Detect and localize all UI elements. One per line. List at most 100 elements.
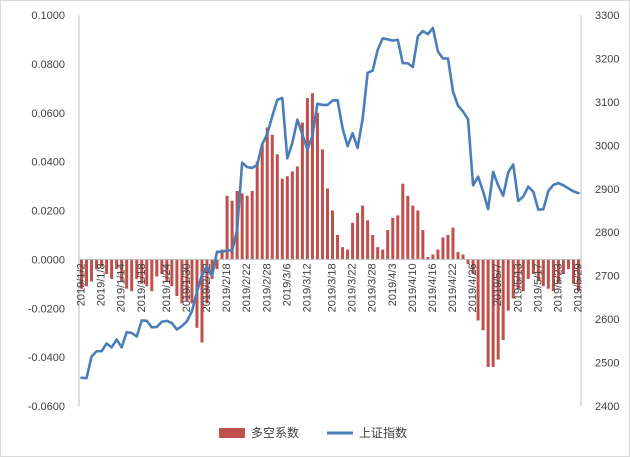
bar bbox=[240, 193, 244, 260]
x-tick-label: 2019/3/28 bbox=[367, 263, 379, 312]
x-tick-label: 2019/2/18 bbox=[221, 263, 233, 312]
bar bbox=[85, 259, 89, 287]
left-tick-label: -0.0400 bbox=[28, 352, 65, 364]
right-tick-label: 2800 bbox=[595, 227, 619, 239]
axes bbox=[78, 15, 582, 406]
bar bbox=[471, 259, 475, 275]
x-tick-label: 2019/2/28 bbox=[261, 263, 273, 312]
x-tick-label: 2019/5/17 bbox=[532, 263, 544, 312]
bar bbox=[290, 171, 294, 260]
bar bbox=[541, 259, 545, 287]
left-tick-label: 0.0000 bbox=[31, 254, 65, 266]
x-tick-label: 2019/4/3 bbox=[387, 263, 399, 306]
right-tick-label: 3100 bbox=[595, 97, 619, 109]
bar bbox=[80, 259, 84, 289]
bar bbox=[105, 259, 109, 275]
bar bbox=[320, 149, 324, 260]
bar bbox=[486, 259, 490, 367]
bar bbox=[315, 112, 319, 260]
bar bbox=[496, 259, 500, 360]
x-tick-label: 2019/1/2 bbox=[76, 263, 88, 306]
x-tick-label: 2019/5/7 bbox=[492, 263, 504, 306]
bar bbox=[521, 259, 525, 292]
x-tick-label: 2019/3/6 bbox=[281, 263, 293, 306]
bar bbox=[130, 259, 134, 292]
bar bbox=[536, 259, 540, 282]
bar bbox=[270, 134, 274, 260]
bar bbox=[446, 234, 450, 260]
left-tick-label: 0.0400 bbox=[31, 157, 65, 169]
right-tick-label: 2600 bbox=[595, 314, 619, 326]
bar bbox=[300, 122, 304, 260]
x-tick-label: 2019/4/26 bbox=[467, 263, 479, 312]
bar bbox=[506, 259, 510, 311]
bar bbox=[210, 259, 214, 279]
bar bbox=[150, 259, 154, 292]
bar bbox=[376, 247, 380, 260]
left-tick-label: 0.1000 bbox=[31, 10, 65, 22]
bar bbox=[401, 183, 405, 260]
bar bbox=[145, 259, 149, 287]
bar bbox=[185, 259, 189, 301]
bar-series bbox=[80, 93, 580, 367]
bar bbox=[416, 210, 420, 260]
bar bbox=[205, 259, 209, 304]
bar bbox=[396, 215, 400, 260]
bar bbox=[160, 259, 164, 275]
bar bbox=[531, 259, 535, 275]
bar bbox=[250, 190, 254, 260]
bar bbox=[305, 98, 309, 260]
x-tick-label: 2019/1/24 bbox=[161, 263, 173, 312]
bar bbox=[466, 259, 470, 265]
left-tick-label: 0.0600 bbox=[31, 108, 65, 120]
bar bbox=[426, 256, 430, 260]
bar bbox=[200, 259, 204, 343]
right-tick-label: 3300 bbox=[595, 10, 619, 22]
bar bbox=[255, 161, 259, 260]
left-tick-label: -0.0600 bbox=[28, 401, 65, 413]
bar bbox=[476, 259, 480, 321]
bar bbox=[441, 237, 445, 260]
x-tick-label: 2019/5/23 bbox=[552, 263, 564, 312]
bar bbox=[100, 259, 104, 267]
right-axis-ticks: 2400 2500 2600 2700 2800 2900 3000 3100 3200 3300 bbox=[595, 10, 619, 413]
x-tick-label: 2019/4/22 bbox=[447, 263, 459, 312]
bar bbox=[341, 247, 345, 260]
left-tick-label: 0.0200 bbox=[31, 206, 65, 218]
bar bbox=[451, 227, 455, 260]
bar bbox=[295, 166, 299, 260]
x-tick-label: 2019/3/18 bbox=[327, 263, 339, 312]
bar bbox=[566, 259, 570, 270]
bar bbox=[180, 259, 184, 304]
bar bbox=[571, 259, 575, 284]
bar bbox=[516, 259, 520, 289]
x-tick-label: 2019/1/30 bbox=[181, 263, 193, 312]
bar bbox=[165, 259, 169, 282]
right-tick-label: 3000 bbox=[595, 140, 619, 152]
bar bbox=[481, 259, 485, 331]
x-tick-label: 2019/1/14 bbox=[116, 263, 128, 312]
bar bbox=[336, 234, 340, 260]
legend-bar-swatch bbox=[219, 428, 245, 438]
x-tick-label: 2019/2/12 bbox=[201, 263, 213, 312]
x-tick-label: 2019/4/10 bbox=[407, 263, 419, 312]
bar bbox=[285, 176, 289, 260]
left-tick-label: -0.0200 bbox=[28, 303, 65, 315]
bar bbox=[526, 259, 530, 279]
bar bbox=[175, 259, 179, 297]
bar bbox=[456, 252, 460, 260]
legend: 多空系数 上证指数 bbox=[219, 425, 407, 440]
right-tick-label: 3200 bbox=[595, 53, 619, 65]
left-axis-ticks: -0.0600 -0.0400 -0.0200 0.0000 0.0200 0.0400 0… bbox=[28, 10, 65, 413]
x-tick-label: 2019/1/18 bbox=[136, 263, 148, 312]
bar bbox=[265, 127, 269, 260]
bar bbox=[346, 249, 350, 260]
bar bbox=[275, 154, 279, 260]
x-tick-label: 2019/3/12 bbox=[301, 263, 313, 312]
bar bbox=[325, 188, 329, 260]
bar bbox=[115, 259, 119, 270]
bar bbox=[351, 222, 355, 260]
bar bbox=[110, 259, 114, 279]
bar bbox=[280, 178, 284, 260]
